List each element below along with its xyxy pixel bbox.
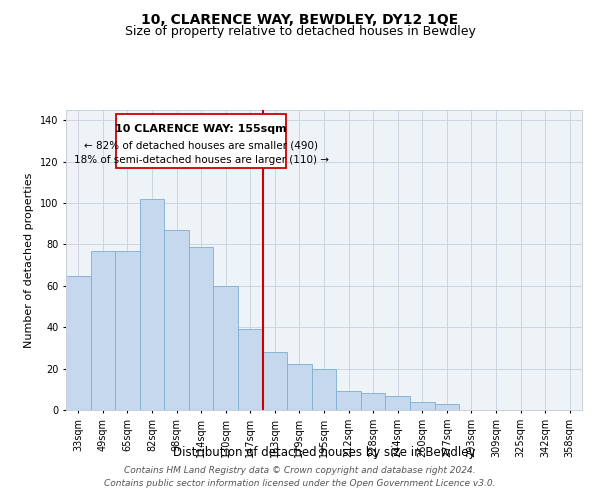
Bar: [287, 364, 312, 410]
Text: Contains HM Land Registry data © Crown copyright and database right 2024.
Contai: Contains HM Land Registry data © Crown c…: [104, 466, 496, 487]
Bar: [214, 286, 238, 410]
Bar: [164, 230, 189, 410]
Bar: [336, 392, 361, 410]
Bar: [91, 250, 115, 410]
Bar: [361, 394, 385, 410]
Bar: [312, 368, 336, 410]
Text: 18% of semi-detached houses are larger (110) →: 18% of semi-detached houses are larger (…: [74, 154, 329, 164]
Text: Size of property relative to detached houses in Bewdley: Size of property relative to detached ho…: [125, 25, 475, 38]
Bar: [263, 352, 287, 410]
Bar: [410, 402, 434, 410]
Text: 10, CLARENCE WAY, BEWDLEY, DY12 1QE: 10, CLARENCE WAY, BEWDLEY, DY12 1QE: [142, 12, 458, 26]
Bar: [115, 250, 140, 410]
Bar: [238, 330, 263, 410]
Text: Distribution of detached houses by size in Bewdley: Distribution of detached houses by size …: [173, 446, 475, 459]
Bar: [189, 246, 214, 410]
Bar: [66, 276, 91, 410]
Y-axis label: Number of detached properties: Number of detached properties: [25, 172, 34, 348]
Bar: [434, 404, 459, 410]
FancyBboxPatch shape: [116, 114, 286, 168]
Bar: [140, 199, 164, 410]
Bar: [385, 396, 410, 410]
Text: 10 CLARENCE WAY: 155sqm: 10 CLARENCE WAY: 155sqm: [115, 124, 287, 134]
Text: ← 82% of detached houses are smaller (490): ← 82% of detached houses are smaller (49…: [84, 140, 318, 150]
